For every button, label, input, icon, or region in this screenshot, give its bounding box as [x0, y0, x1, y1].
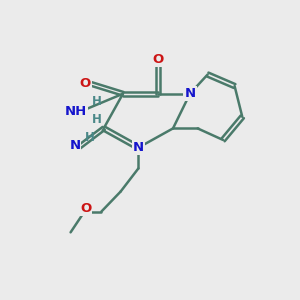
- Text: H: H: [85, 131, 95, 144]
- Text: H: H: [92, 94, 102, 108]
- Text: O: O: [152, 52, 163, 66]
- Text: O: O: [80, 202, 91, 214]
- Text: O: O: [79, 77, 91, 90]
- Text: NH: NH: [65, 105, 87, 118]
- Text: N: N: [133, 141, 144, 154]
- Text: N: N: [184, 87, 196, 100]
- Text: N: N: [69, 139, 80, 152]
- Text: H: H: [92, 113, 102, 126]
